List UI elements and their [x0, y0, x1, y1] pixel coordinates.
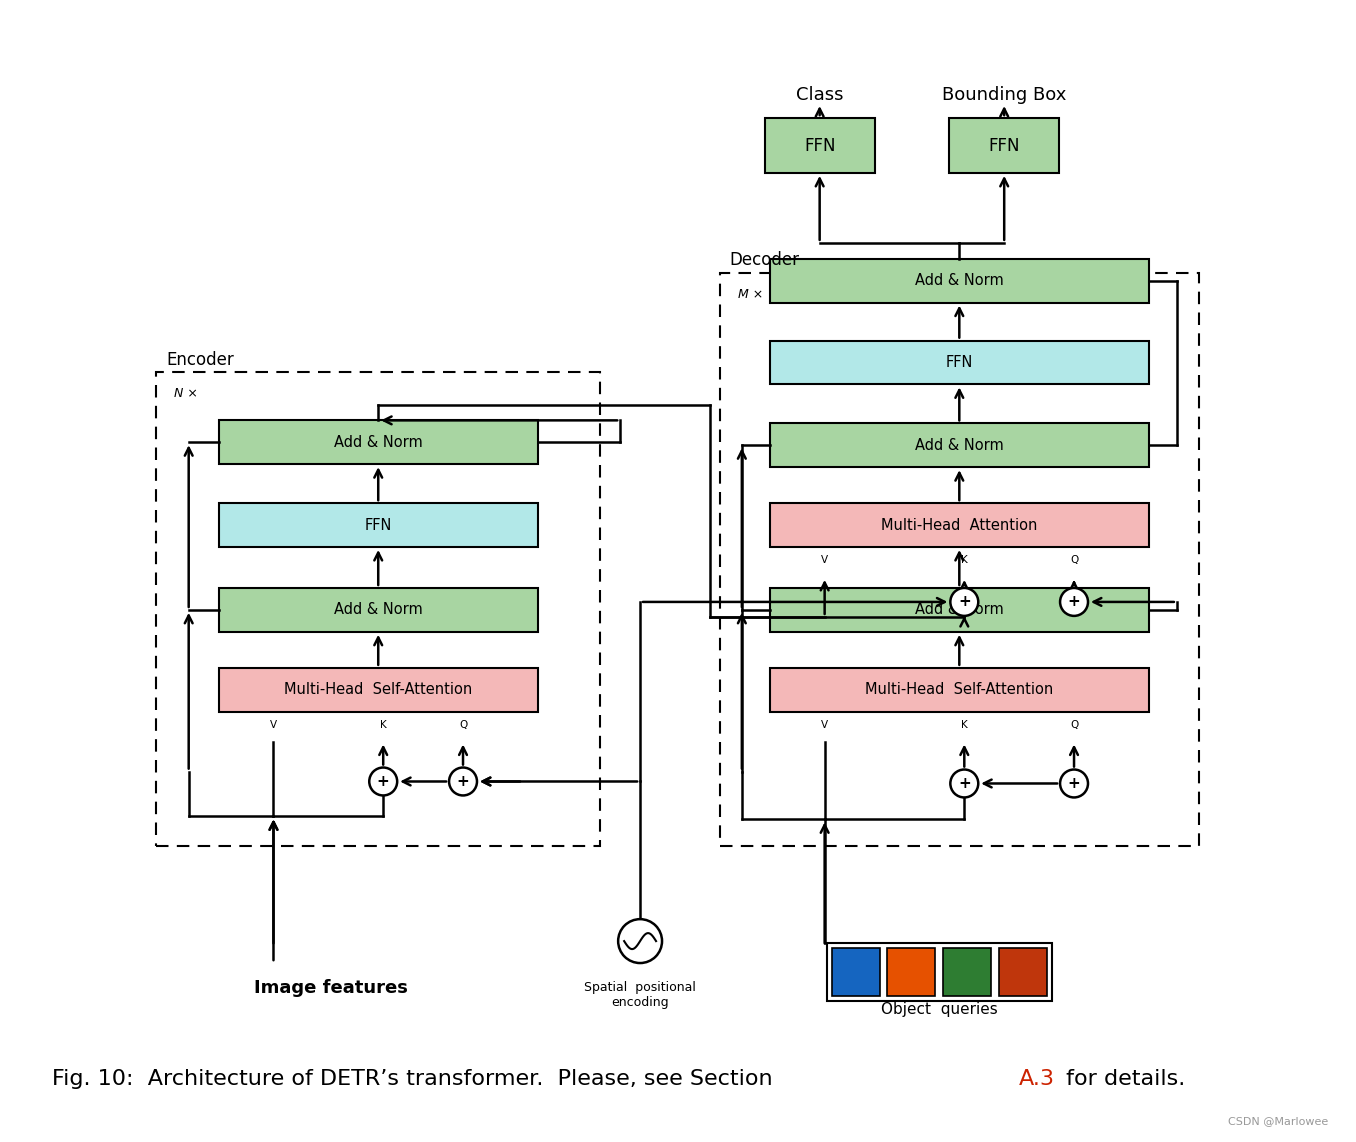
Circle shape — [449, 767, 477, 796]
Circle shape — [369, 767, 397, 796]
Bar — [218, 420, 538, 465]
Text: K: K — [961, 555, 968, 565]
Text: +: + — [957, 595, 971, 610]
Text: M ×: M × — [738, 288, 763, 300]
Text: Class: Class — [796, 86, 843, 104]
Text: FFN: FFN — [804, 137, 835, 154]
Text: FFN: FFN — [365, 517, 392, 532]
Bar — [156, 372, 601, 846]
Bar — [999, 948, 1047, 996]
Bar — [770, 588, 1149, 632]
Text: Spatial  positional
encoding: Spatial positional encoding — [584, 981, 696, 1010]
Text: FFN: FFN — [945, 355, 974, 370]
Bar — [218, 588, 538, 632]
Text: V: V — [822, 555, 829, 565]
Text: Multi-Head  Attention: Multi-Head Attention — [881, 517, 1037, 532]
Text: Fig. 10:  Architecture of DETR’s transformer.  Please, see Section: Fig. 10: Architecture of DETR’s transfor… — [52, 1069, 780, 1088]
Bar — [218, 504, 538, 547]
Text: Add & Norm: Add & Norm — [334, 603, 423, 618]
Text: Q: Q — [1070, 555, 1078, 565]
Text: Decoder: Decoder — [730, 251, 800, 268]
Bar — [770, 259, 1149, 303]
Bar — [949, 118, 1059, 172]
Bar — [944, 948, 991, 996]
Text: N ×: N × — [174, 387, 198, 401]
Circle shape — [1060, 770, 1088, 797]
Text: +: + — [1067, 595, 1081, 610]
Text: K: K — [380, 719, 386, 730]
Bar — [770, 668, 1149, 711]
Text: Object  queries: Object queries — [881, 1002, 998, 1016]
Text: Multi-Head  Self-Attention: Multi-Head Self-Attention — [285, 682, 472, 698]
Bar — [831, 948, 880, 996]
Text: for details.: for details. — [1059, 1069, 1185, 1088]
Text: Add & Norm: Add & Norm — [334, 435, 423, 450]
Bar — [765, 118, 875, 172]
Text: CSDN @Marlowee: CSDN @Marlowee — [1229, 1116, 1329, 1126]
Text: Image features: Image features — [254, 979, 408, 997]
Text: +: + — [957, 775, 971, 791]
Text: FFN: FFN — [989, 137, 1020, 154]
Text: Add & Norm: Add & Norm — [915, 273, 1003, 288]
Circle shape — [951, 770, 978, 797]
Bar — [770, 340, 1149, 385]
Text: Add & Norm: Add & Norm — [915, 603, 1003, 618]
Bar — [827, 943, 1052, 1000]
Text: Q: Q — [1070, 719, 1078, 730]
Text: Multi-Head  Self-Attention: Multi-Head Self-Attention — [865, 682, 1054, 698]
Bar — [770, 504, 1149, 547]
Text: V: V — [270, 719, 277, 730]
Text: V: V — [822, 719, 829, 730]
Text: +: + — [457, 774, 469, 789]
Text: Bounding Box: Bounding Box — [942, 86, 1066, 104]
Bar — [218, 668, 538, 711]
Circle shape — [618, 919, 662, 963]
Circle shape — [951, 588, 978, 616]
Circle shape — [1060, 588, 1088, 616]
Bar — [770, 424, 1149, 467]
Text: K: K — [961, 719, 968, 730]
Text: +: + — [377, 774, 389, 789]
Text: Add & Norm: Add & Norm — [915, 437, 1003, 453]
Text: A.3: A.3 — [1020, 1069, 1055, 1088]
Text: +: + — [1067, 775, 1081, 791]
Text: Q: Q — [458, 719, 468, 730]
Bar — [720, 273, 1199, 846]
Bar — [887, 948, 936, 996]
Text: Encoder: Encoder — [167, 351, 235, 369]
